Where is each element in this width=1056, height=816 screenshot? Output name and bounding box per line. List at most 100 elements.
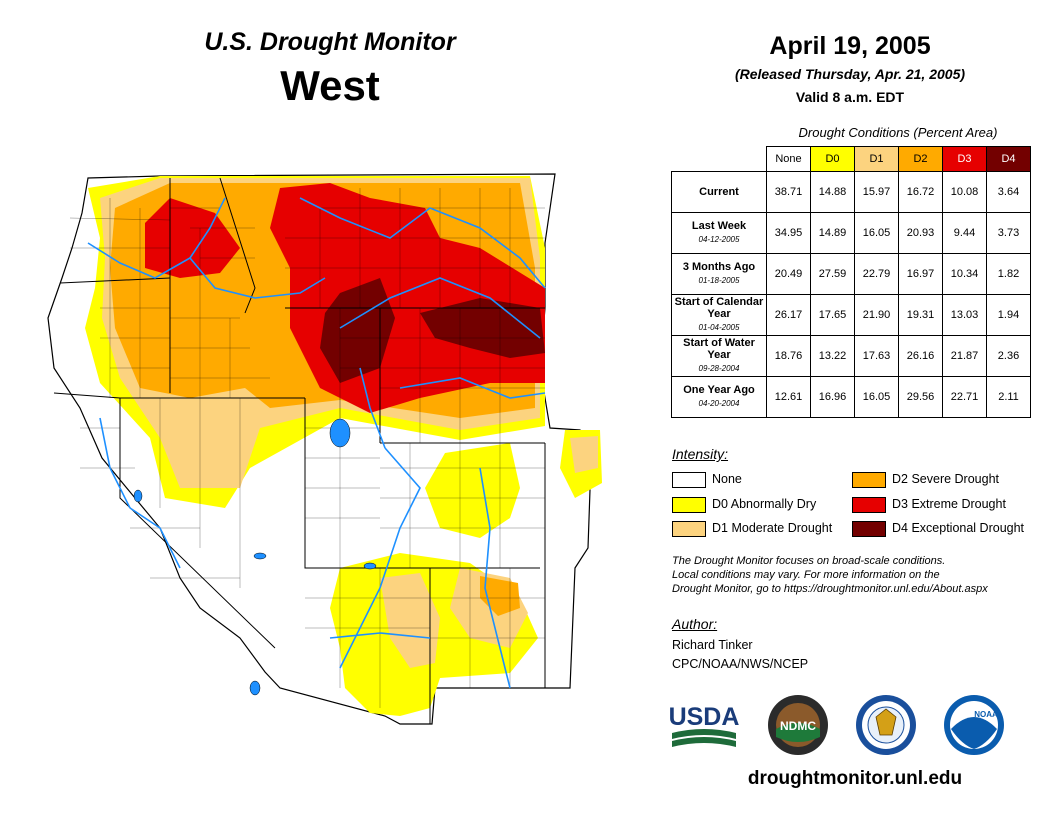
river-missouri (299, 197, 546, 289)
author-name: Richard Tinker (672, 638, 753, 652)
note-line: The Drought Monitor focuses on broad-sca… (672, 555, 946, 567)
border-id-mt (219, 177, 256, 314)
note-line: Drought Monitor, go to https://droughtmo… (672, 583, 988, 595)
legend-item-d0: D0 Abnormally Dry (672, 496, 817, 513)
row-label: Last Week (691, 220, 747, 232)
cell-value: 22.71 (942, 376, 987, 418)
legend-item-d2: D2 Severe Drought (852, 471, 1000, 488)
row-date: 01-04-2005 (698, 323, 740, 332)
cell-value: 3.64 (986, 171, 1031, 213)
table-row: Last Week 04-12-2005 34.95 14.89 16.05 20… (671, 212, 1031, 254)
cell-value: 15.97 (854, 171, 899, 213)
lakes (133, 418, 377, 696)
legend-label: D4 Exceptional Drought (892, 521, 1025, 535)
legend-item-d4: D4 Exceptional Drought (852, 520, 1025, 537)
legend-label: D0 Abnormally Dry (712, 497, 817, 511)
d4-area-central (320, 278, 395, 383)
river-san-joaquin (129, 507, 181, 569)
table-header-row: None D0 D1 D2 D3 D4 (671, 146, 1031, 172)
author-organization: CPC/NOAA/NWS/NCEP (672, 657, 809, 671)
col-header-d1: D1 (854, 146, 899, 172)
lake-tahoe (133, 489, 143, 503)
border-ut-az (304, 398, 540, 569)
cell-value: 29.56 (898, 376, 943, 418)
release-date: (Released Thursday, Apr. 21, 2005) (734, 66, 966, 82)
cell-value: 10.34 (942, 253, 987, 295)
legend-item-d1: D1 Moderate Drought (672, 520, 833, 537)
county-lines (69, 188, 545, 708)
legend-swatch (852, 471, 886, 488)
legend-item-none: None (672, 471, 742, 488)
d1-area-southwest (380, 573, 440, 668)
legend-label: D2 Severe Drought (892, 472, 1000, 486)
river-sacramento (99, 417, 131, 509)
legend-label: D1 Moderate Drought (712, 521, 833, 535)
row-label-last-week: Last Week 04-12-2005 (671, 212, 767, 254)
cell-value: 13.22 (810, 335, 855, 377)
drought-statistics-table: None D0 D1 D2 D3 D4 Current 38.71 14.88 … (671, 146, 1031, 418)
row-date: 09-28-2004 (698, 364, 740, 373)
legend-title: Intensity: (672, 446, 729, 462)
lake-salton (249, 680, 261, 696)
cell-value: 16.72 (898, 171, 943, 213)
d4-area-east (420, 298, 545, 358)
border-ca-nv (119, 398, 276, 649)
region-title: West (280, 62, 380, 109)
legend-swatch (672, 496, 706, 513)
legend-swatch (672, 520, 706, 537)
rivers (87, 197, 546, 689)
cell-value: 18.76 (766, 335, 811, 377)
cell-value: 19.31 (898, 294, 943, 336)
author-heading: Author: (672, 616, 718, 632)
col-header-d3: D3 (942, 146, 987, 172)
row-label: Start of Calendar Year (674, 296, 764, 320)
commerce-seal-icon (856, 695, 916, 755)
valid-time: Valid 8 a.m. EDT (795, 89, 905, 105)
note-line: Local conditions may vary. For more info… (672, 569, 940, 581)
partner-logos: USDA NDMC NOAA (670, 695, 1004, 755)
cell-value: 27.59 (810, 253, 855, 295)
table-row: Current 38.71 14.88 15.97 16.72 10.08 3.… (671, 171, 1031, 213)
cell-value: 1.82 (986, 253, 1031, 295)
table-row: 3 Months Ago 01-18-2005 20.49 27.59 22.79… (671, 253, 1031, 295)
cell-value: 2.36 (986, 335, 1031, 377)
lake-mead (253, 552, 267, 560)
disclaimer-note: The Drought Monitor focuses on broad-sca… (672, 554, 1042, 596)
row-label: Start of Water Year (683, 337, 755, 361)
noaa-logo: NOAA (944, 695, 1004, 755)
col-header-none: None (766, 146, 811, 172)
drought-areas (85, 176, 602, 716)
row-label: 3 Months Ago (682, 261, 756, 273)
col-header-d0: D0 (810, 146, 855, 172)
cell-value: 17.63 (854, 335, 899, 377)
website-link[interactable]: droughtmonitor.unl.edu (747, 768, 963, 789)
cell-value: 38.71 (766, 171, 811, 213)
drought-map (47, 173, 602, 725)
row-label-calendar-year: Start of Calendar Year 01-04-2005 (671, 294, 767, 336)
cell-value: 2.11 (986, 376, 1031, 418)
legend-swatch (852, 520, 886, 537)
cell-value: 16.97 (898, 253, 943, 295)
table-corner (671, 146, 767, 172)
cell-value: 13.03 (942, 294, 987, 336)
cell-value: 10.08 (942, 171, 987, 213)
cell-value: 20.93 (898, 212, 943, 254)
map-title: U.S. Drought Monitor (204, 28, 456, 56)
usda-logo-text: USDA (670, 703, 739, 731)
cell-value: 16.05 (854, 376, 899, 418)
row-label: Current (699, 186, 739, 198)
row-label-water-year: Start of Water Year 09-28-2004 (671, 335, 767, 377)
noaa-logo-text: NOAA (974, 710, 998, 719)
river-platte (399, 377, 546, 399)
table-row: One Year Ago 04-20-2004 12.61 16.96 16.05… (671, 376, 1031, 418)
cell-value: 14.89 (810, 212, 855, 254)
row-label-current: Current (671, 171, 767, 213)
legend-item-d3: D3 Extreme Drought (852, 496, 1006, 513)
ndmc-logo-text: NDMC (780, 719, 816, 733)
cell-value: 21.87 (942, 335, 987, 377)
cell-value: 20.49 (766, 253, 811, 295)
border-wy-ut (305, 307, 381, 443)
row-label-3-months: 3 Months Ago 01-18-2005 (671, 253, 767, 295)
row-label-one-year: One Year Ago 04-20-2004 (671, 376, 767, 418)
cell-value: 17.65 (810, 294, 855, 336)
